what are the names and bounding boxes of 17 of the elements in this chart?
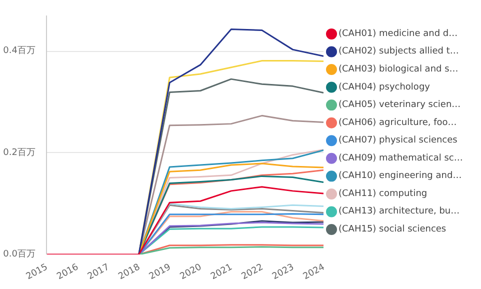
y-tick-label: 0.0百万 <box>3 250 36 260</box>
legend-label: (CAH03) biological and s… <box>338 64 458 75</box>
x-tick-label: 2021 <box>209 262 234 282</box>
legend-label: (CAH13) architecture, bu… <box>338 206 460 217</box>
legend-label: (CAH07) physical sciences <box>338 136 458 146</box>
y-tick-label: 0.4百万 <box>3 46 36 56</box>
legend-label: (CAH09) mathematical sc… <box>338 153 463 164</box>
legend-label: (CAH06) agriculture, foo… <box>338 118 457 128</box>
legend-label: (CAH01) medicine and d… <box>338 28 458 39</box>
legend-label: (CAH02) subjects allied t… <box>338 46 459 57</box>
legend-label: (CAH10) engineering and… <box>338 171 462 182</box>
legend-label: (CAH04) psychology <box>338 82 431 92</box>
legend-label: (CAH05) veterinary scien… <box>338 100 461 110</box>
y-tick-label: 0.2百万 <box>3 148 36 158</box>
legend-label: (CAH15) social sciences <box>338 224 446 235</box>
legend-label: (CAH11) computing <box>338 188 428 199</box>
x-tick-label: 2019 <box>148 262 173 282</box>
